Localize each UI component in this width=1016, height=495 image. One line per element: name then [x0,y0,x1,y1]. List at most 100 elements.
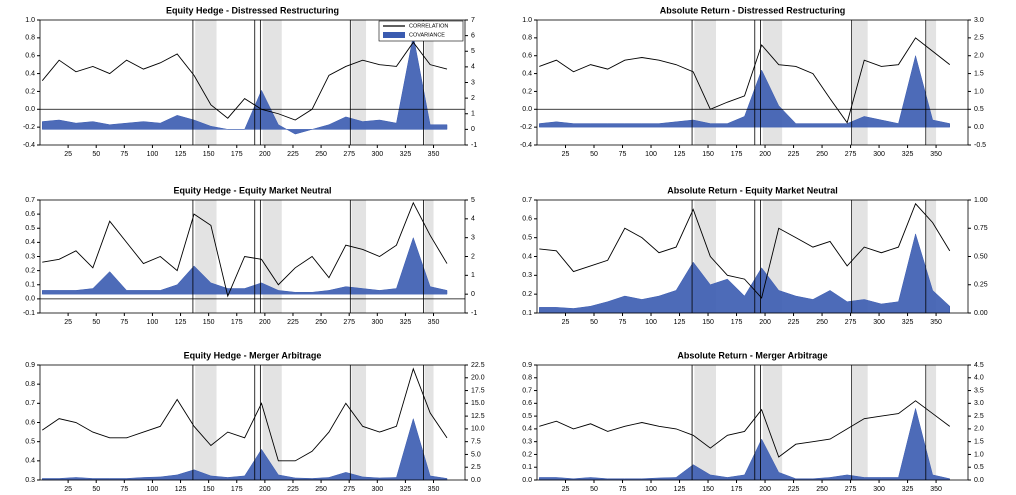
x-tick-label: 100 [147,319,159,326]
x-tick-label: 125 [674,319,686,326]
x-tick-label: 75 [619,151,627,158]
y2-tick-label: 5 [471,48,475,55]
x-tick-label: 325 [400,319,412,326]
y2-tick-label: 1.0 [974,88,984,95]
panel-title: Equity Hedge - Equity Market Neutral [173,185,331,195]
x-tick-label: 325 [400,151,412,158]
y-tick-label: 0.7 [25,400,35,407]
y-tick-label: 0.7 [25,197,35,204]
x-tick-label: 300 [371,319,383,326]
plot-frame [39,199,466,314]
y-tick-label: 0.2 [522,88,532,95]
correlation-line [41,367,448,462]
correlation-line [539,202,951,299]
y-tick-label: 0.6 [522,53,532,60]
shaded-region [694,20,717,145]
covariance-area [41,35,448,135]
y2-tick-label: 2.5 [471,464,481,471]
y-tick-label: 0.5 [25,439,35,446]
y2-tick-label: 1 [471,111,475,118]
panel: Equity Hedge - Merger Arbitrage 0.3 0.4 0.5… [25,350,484,492]
shaded-region [424,200,434,313]
y-tick-label: 0.4 [25,239,35,246]
covariance-area [41,417,448,481]
y-tick-label: 0.8 [522,35,532,42]
y2-tick-label: 2.0 [974,426,984,433]
y-tick-label: 0.2 [522,291,532,298]
shaded-region [926,200,937,313]
x-tick-label: 275 [845,486,857,493]
x-tick-label: 175 [231,151,243,158]
shaded-region [852,200,868,313]
x-tick-label: 250 [315,151,327,158]
x-tick-label: 50 [590,486,598,493]
x-tick-label: 175 [731,319,743,326]
y2-tick-label: 0.50 [974,253,988,260]
panel-title: Equity Hedge - Distressed Restructuring [166,5,339,15]
y2-tick-label: 3 [471,235,475,242]
y2-tick-label: -1 [471,310,477,317]
y2-tick-label: 4.5 [974,362,984,369]
y-tick-label: 0.6 [25,53,35,60]
shaded-region [262,200,282,313]
x-tick-label: 200 [759,486,771,493]
y-tick-label: 0.3 [25,477,35,484]
x-tick-label: 150 [203,319,215,326]
y-tick-label: 0.1 [25,282,35,289]
x-tick-label: 200 [259,151,271,158]
x-tick-label: 175 [731,486,743,493]
covariance-area [539,408,951,481]
y2-tick-label: 2.5 [974,413,984,420]
y2-tick-label: 0.75 [974,225,988,232]
y-tick-label: 0.3 [25,253,35,260]
y2-tick-label: 0.0 [471,477,481,484]
x-tick-label: 75 [120,319,128,326]
x-tick-label: 50 [92,486,100,493]
x-tick-label: 125 [175,151,187,158]
x-tick-label: 125 [175,319,187,326]
y2-tick-label: 0.25 [974,282,988,289]
shaded-region [926,20,937,145]
x-tick-label: 200 [259,319,271,326]
y-tick-label: 0.2 [25,88,35,95]
x-tick-label: 275 [845,151,857,158]
x-tick-label: 150 [203,486,215,493]
y2-tick-label: 0.5 [974,106,984,113]
correlation-line [539,37,951,124]
y2-tick-label: 1.5 [974,70,984,77]
y-tick-label: 0.3 [522,272,532,279]
x-tick-label: 50 [590,319,598,326]
y-tick-label: -0.2 [23,124,35,131]
y-tick-label: 0.0 [522,477,532,484]
x-tick-label: 300 [873,486,885,493]
y2-tick-label: 7.5 [471,439,481,446]
panel-title: Absolute Return - Merger Arbitrage [677,350,827,360]
x-tick-label: 150 [702,486,714,493]
shaded-region [195,365,217,480]
y-tick-label: -0.1 [23,310,35,317]
y-tick-label: 0.4 [25,70,35,77]
y2-tick-label: 1.5 [974,439,984,446]
x-tick-label: 325 [902,486,914,493]
shaded-region [424,365,434,480]
x-tick-label: 350 [930,151,942,158]
y2-tick-label: 3.0 [974,17,984,24]
y2-tick-label: 3.0 [974,400,984,407]
y2-tick-label: 3.5 [974,387,984,394]
x-tick-label: 250 [816,486,828,493]
shaded-region [694,365,717,480]
x-tick-label: 225 [287,486,299,493]
x-tick-label: 25 [562,319,570,326]
x-tick-label: 225 [287,319,299,326]
plot-frame [536,364,969,481]
shaded-region [852,20,868,145]
legend-swatch [383,32,405,38]
y2-tick-label: 4 [471,216,475,223]
x-tick-label: 275 [343,319,355,326]
y2-tick-label: 0 [471,291,475,298]
y2-tick-label: 5.0 [471,451,481,458]
y-tick-label: 0.2 [25,267,35,274]
y-tick-label: -0.4 [520,142,532,149]
x-tick-label: 75 [120,486,128,493]
